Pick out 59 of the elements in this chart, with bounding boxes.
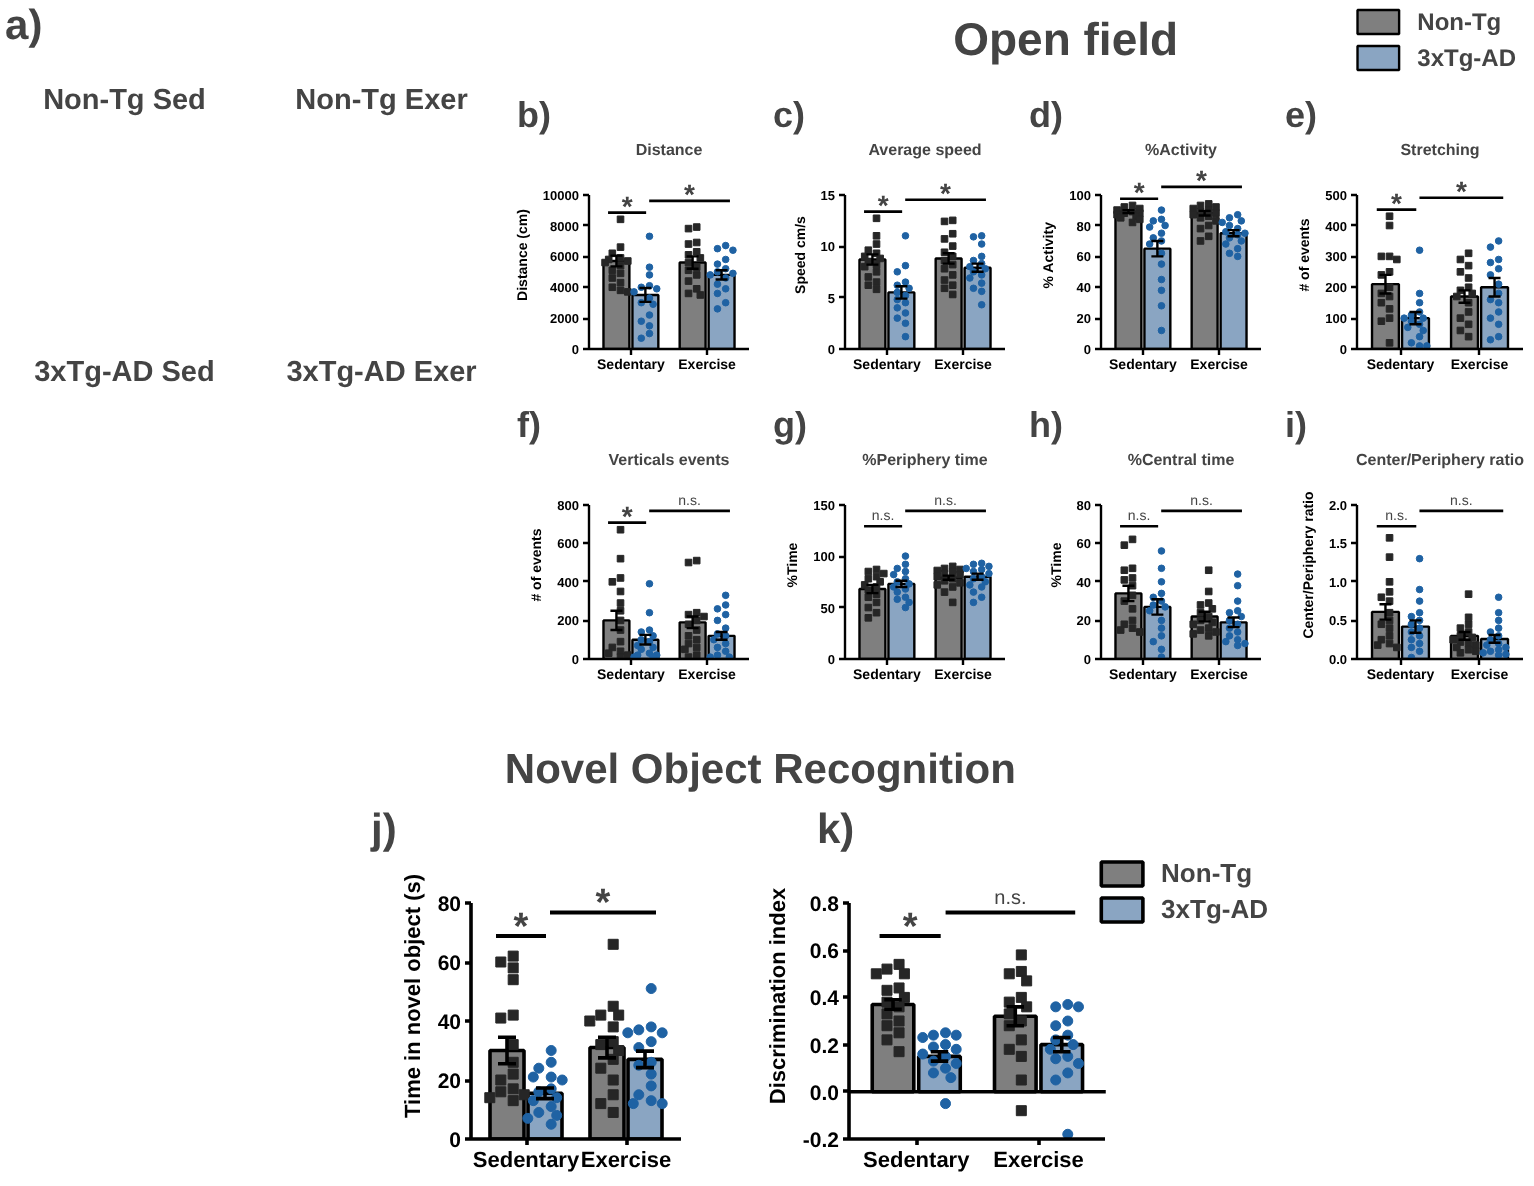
annotation: n.s. — [994, 888, 1027, 911]
annotation: * — [902, 906, 919, 949]
y-tick-label: 0.4 — [809, 987, 840, 1012]
annotation: * — [1455, 174, 1468, 207]
y-tick-label: 80 — [437, 893, 462, 917]
y-axis-title: Time in novel object (s) — [401, 873, 426, 1119]
y-tick-label: 0.0 — [809, 1081, 840, 1106]
x-tick-label: Exercise — [580, 1149, 672, 1173]
y-tick-label: 0.2 — [809, 1034, 840, 1059]
annotation: * — [621, 189, 634, 222]
text: c) — [773, 95, 806, 135]
x-tick-label: Sedentary — [863, 1149, 972, 1173]
text: i) — [1285, 405, 1307, 445]
text: g) — [773, 405, 807, 445]
y-tick-label: 40 — [437, 1011, 462, 1035]
legend-label: Non-Tg — [1417, 7, 1502, 35]
y-tick-label: 0.8 — [809, 893, 840, 917]
text: Novel Object Recognition — [504, 746, 1016, 793]
annotation: * — [1133, 176, 1146, 209]
y-tick-label: 0 — [449, 1129, 462, 1153]
annotation: * — [940, 177, 953, 210]
text: k) — [817, 807, 855, 853]
annotation: * — [1196, 164, 1209, 197]
text: a) — [5, 3, 43, 50]
legend-label: Non-Tg — [1161, 858, 1253, 888]
y-tick-label: -0.2 — [802, 1129, 840, 1153]
annotation: * — [621, 499, 634, 532]
chart-title: %Periphery time — [862, 451, 989, 469]
legend-label: 3xTg-AD — [1161, 894, 1268, 924]
text: f) — [517, 405, 541, 445]
y-tick-label: 0.6 — [809, 940, 840, 965]
x-tick-label: Sedentary — [472, 1149, 581, 1173]
x-tick-label: Exercise — [993, 1149, 1084, 1173]
annotation: * — [684, 178, 697, 211]
chart-title: Distance — [635, 141, 704, 159]
chart-title: %Central time — [1127, 451, 1236, 469]
text: d) — [1029, 95, 1063, 135]
text: 3xTg-AD Exer — [286, 357, 478, 390]
annotation: * — [1391, 186, 1404, 219]
text: h) — [1029, 405, 1063, 445]
y-axis-title: Discrimination index — [766, 886, 791, 1105]
annotation: * — [877, 188, 890, 221]
annotation: * — [513, 906, 530, 949]
chart-title: %Activity — [1144, 141, 1219, 159]
y-tick-label: 60 — [437, 952, 462, 976]
legend-label: 3xTg-AD — [1417, 43, 1516, 71]
text: Non-Tg Exer — [295, 85, 469, 118]
text: Open field — [953, 12, 1179, 65]
text: b) — [517, 95, 551, 135]
annotation: * — [595, 882, 612, 925]
y-tick-label: 20 — [437, 1070, 462, 1094]
chart-title: Verticals events — [608, 451, 731, 469]
chart-title: Stretching — [1400, 141, 1480, 159]
text: Non-Tg Sed — [43, 85, 206, 118]
text: j) — [369, 807, 397, 853]
text: 3xTg-AD Sed — [34, 357, 215, 390]
chart-title: Average speed — [868, 141, 982, 159]
text: e) — [1285, 95, 1318, 135]
chart-title: Center/Periphery ratio — [1355, 451, 1525, 469]
